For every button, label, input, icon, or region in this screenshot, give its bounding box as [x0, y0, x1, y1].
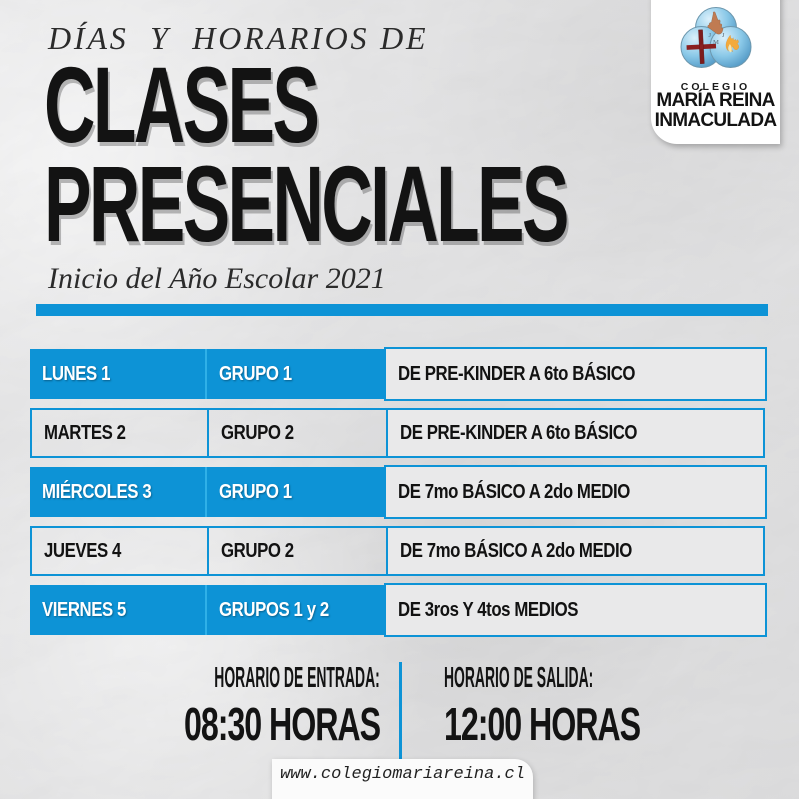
svg-text:M: M [713, 39, 719, 46]
svg-text:J: J [722, 32, 725, 39]
svg-text:J: J [708, 32, 711, 39]
